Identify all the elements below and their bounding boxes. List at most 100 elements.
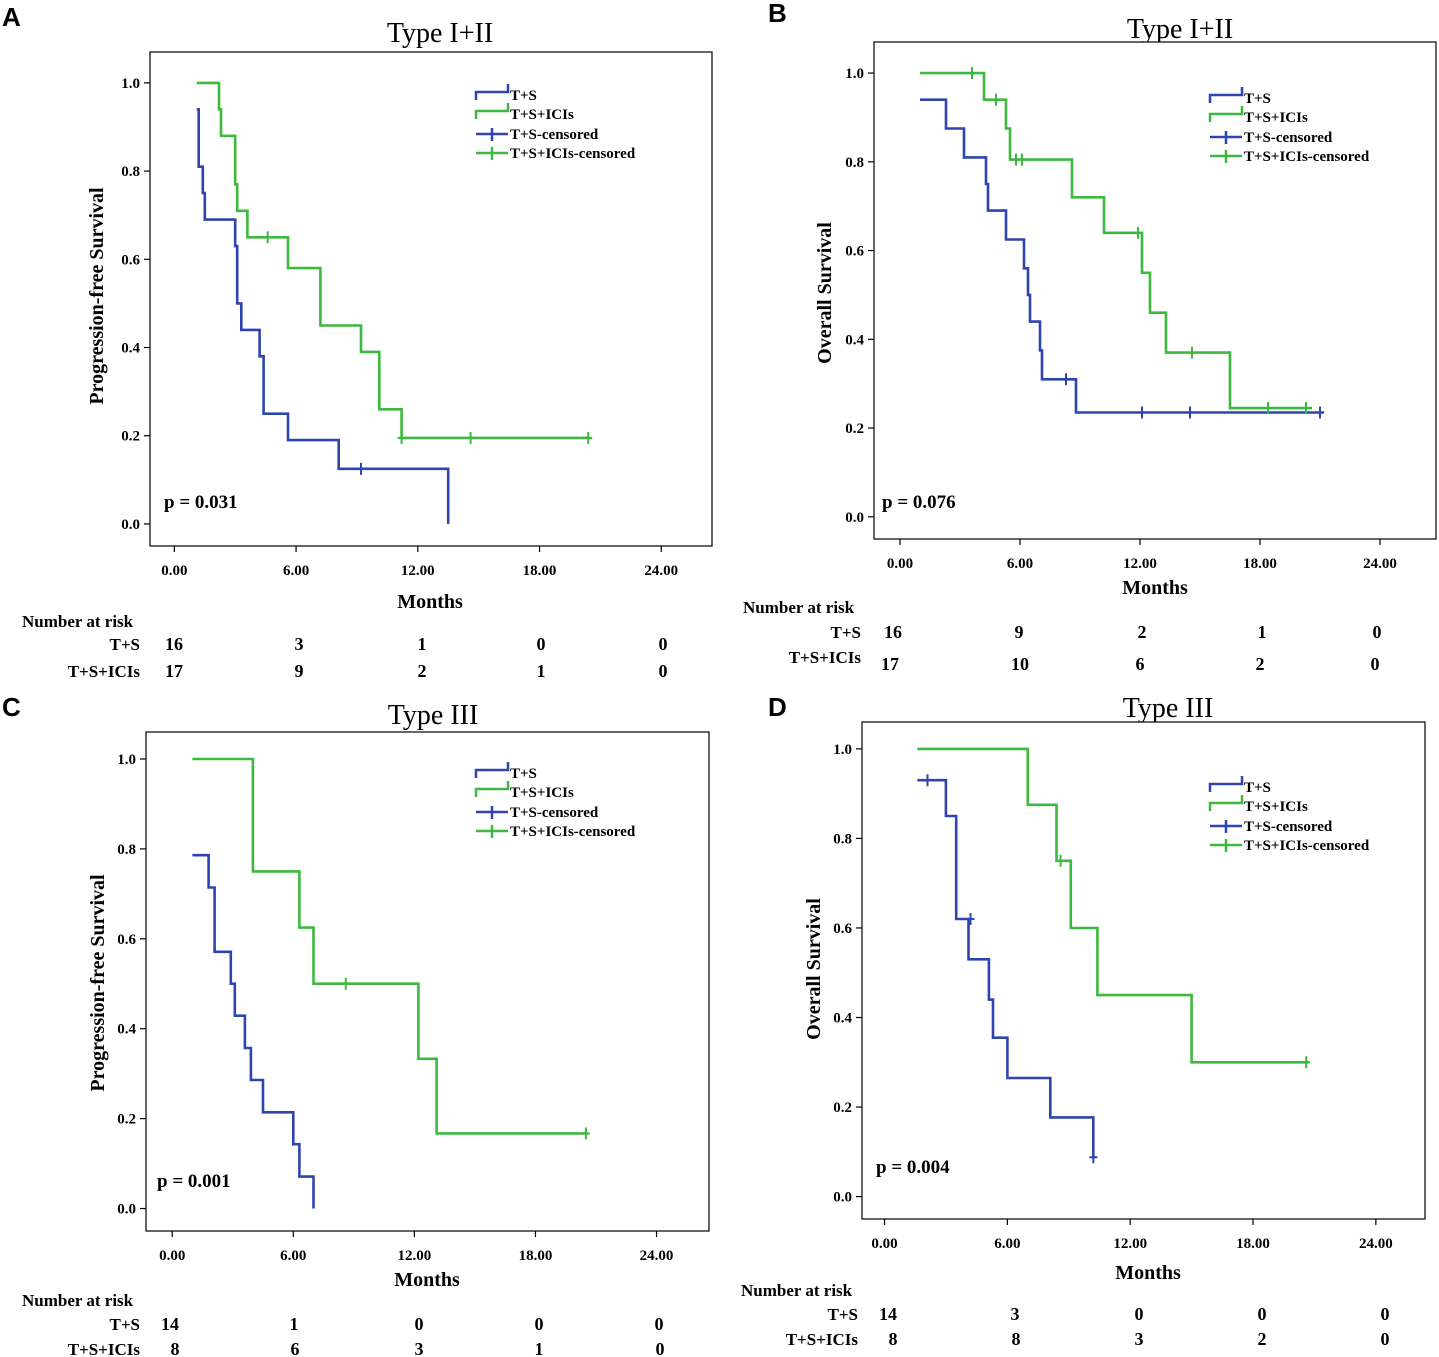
x-tick-label: 24.00 xyxy=(644,563,678,579)
risk-count: 8 xyxy=(889,1329,898,1349)
y-tick-label: 0.6 xyxy=(121,252,140,268)
panel-d: D Type III 0.00 6.00 12.00 18.00 24.00 0.0 0.2… xyxy=(741,692,1426,1349)
panel-b: B Type I+II 0.00 6.00 12.00 18.00 24.000.00.… xyxy=(743,0,1437,674)
p-value: p = 0.076 xyxy=(882,492,956,513)
legend-swatch-ts xyxy=(474,84,510,100)
panel-letter: B xyxy=(768,0,787,28)
x-tick-label: 12.00 xyxy=(1123,556,1157,572)
risk-count: 2 xyxy=(1256,654,1265,674)
censor-mark xyxy=(968,67,976,80)
legend-swatch-tsici xyxy=(1208,106,1244,122)
p-value: p = 0.004 xyxy=(876,1157,950,1178)
x-tick-label: 0.00 xyxy=(871,1236,897,1252)
legend-swatch-tsici-censored xyxy=(1210,150,1242,163)
risk-count: 16 xyxy=(884,622,902,642)
x-tick-label: 12.00 xyxy=(398,1248,432,1264)
censor-mark xyxy=(341,977,350,990)
legend-label: T+S+ICIs xyxy=(1244,799,1308,815)
y-tick-label: 0.6 xyxy=(845,244,864,260)
risk-count: 3 xyxy=(295,634,304,654)
legend-swatch-ts xyxy=(1208,776,1244,792)
risk-count: 0 xyxy=(1373,622,1382,642)
legend: T+S T+S+ICIs T+S-censored T+S+ICIs-censo… xyxy=(1208,776,1370,854)
legend-label: T+S xyxy=(1244,780,1271,796)
plot-area: 0.00 6.00 12.00 18.00 24.00 0.0 0.2 0.4 0.6 0.8 1.… xyxy=(845,66,1397,572)
plot-frame xyxy=(873,41,1437,540)
censor-mark xyxy=(1138,406,1146,419)
km-curve-T+S xyxy=(192,853,315,1209)
y-tick-label: 0.0 xyxy=(121,517,140,533)
risk-count: 2 xyxy=(1138,622,1147,642)
censor-mark xyxy=(1134,226,1142,239)
censor-mark xyxy=(1264,402,1272,415)
risk-count: 6 xyxy=(291,1339,300,1357)
x-axis-label: Months xyxy=(1122,577,1188,599)
x-tick-label: 24.00 xyxy=(1363,556,1397,572)
censor-mark xyxy=(1302,402,1310,415)
risk-table: Number at risk T+S T+S+ICIs 16 3 1 0 0 1… xyxy=(22,612,668,681)
legend: T+S T+S+ICIs T+S-censored T+S+ICIs-censo… xyxy=(474,762,636,840)
censor-mark xyxy=(1089,1151,1098,1164)
plot-area: 0.00 6.00 12.00 18.00 24.00 0.0 0.2 0.4 0.6 0.8 1.… xyxy=(121,76,678,579)
legend-label: T+S-censored xyxy=(510,127,599,143)
legend-swatch-ts-censored xyxy=(1210,820,1242,833)
panel-a: A Type I+II 0.00 6.00 12.00 18.00 24.000.00.… xyxy=(2,2,713,681)
censor-mark xyxy=(1186,406,1194,419)
p-value: p = 0.001 xyxy=(157,1171,231,1192)
y-tick-label: 0.2 xyxy=(833,1100,852,1116)
legend-swatch-tsici xyxy=(474,781,510,797)
y-tick-label: 0.8 xyxy=(833,831,852,847)
censor-mark xyxy=(1018,153,1026,166)
censor-mark xyxy=(397,431,406,444)
risk-count: 2 xyxy=(418,661,427,681)
censor-mark xyxy=(581,1127,590,1140)
x-tick-label: 12.00 xyxy=(1113,1236,1147,1252)
x-tick-label: 24.00 xyxy=(1359,1236,1393,1252)
risk-row-label: T+S+ICIs xyxy=(789,648,862,667)
risk-table: Number at risk T+S T+S+ICIs 16 9 2 1 0 1… xyxy=(743,598,1382,674)
risk-count: 0 xyxy=(415,1314,424,1334)
risk-count: 1 xyxy=(418,634,427,654)
risk-count: 0 xyxy=(1381,1329,1390,1349)
y-tick-label: 0.4 xyxy=(845,332,864,348)
x-axis-label: Months xyxy=(397,591,463,613)
censor-mark xyxy=(1302,1056,1311,1069)
risk-count: 1 xyxy=(535,1339,544,1357)
legend-label: T+S xyxy=(1244,91,1271,107)
y-tick-label: 0.8 xyxy=(845,155,864,171)
y-tick-label: 0.0 xyxy=(833,1190,852,1206)
legend-label: T+S xyxy=(510,88,537,104)
km-curve-T+S+ICIs xyxy=(917,747,1309,1064)
censor-mark xyxy=(923,774,932,787)
x-tick-label: 0.00 xyxy=(159,1248,185,1264)
risk-count: 2 xyxy=(1258,1329,1267,1349)
risk-count: 16 xyxy=(165,634,183,654)
legend-swatch-tsici-censored xyxy=(476,147,508,160)
legend-label: T+S+ICIs-censored xyxy=(1244,838,1370,854)
y-tick-label: 0.0 xyxy=(845,510,864,526)
risk-count: 0 xyxy=(659,634,668,654)
y-axis-label: Progression-free Survival xyxy=(87,874,109,1092)
risk-count: 9 xyxy=(1015,622,1024,642)
km-curve-T+S xyxy=(196,108,450,524)
y-tick-label: 1.0 xyxy=(845,66,864,82)
y-tick-label: 0.6 xyxy=(117,932,136,948)
risk-count: 1 xyxy=(537,661,546,681)
legend-label: T+S+ICIs-censored xyxy=(510,146,636,162)
y-tick-label: 1.0 xyxy=(121,76,140,92)
y-axis-label: Overall Survival xyxy=(814,222,836,364)
risk-row-label: T+S xyxy=(110,635,140,654)
x-axis-label: Months xyxy=(1115,1262,1181,1284)
censor-mark xyxy=(1188,346,1196,359)
plot-frame xyxy=(149,51,713,547)
risk-count: 3 xyxy=(415,1339,424,1357)
x-tick-label: 18.00 xyxy=(1236,1236,1270,1252)
risk-count: 14 xyxy=(161,1314,179,1334)
risk-count: 17 xyxy=(165,661,183,681)
risk-row-label: T+S+ICIs xyxy=(786,1330,859,1349)
y-axis-label: Progression-free Survival xyxy=(86,187,108,405)
x-tick-label: 6.00 xyxy=(280,1248,306,1264)
risk-count: 0 xyxy=(535,1314,544,1334)
risk-row-label: T+S xyxy=(110,1315,140,1334)
risk-row-label: T+S+ICIs xyxy=(68,662,141,681)
